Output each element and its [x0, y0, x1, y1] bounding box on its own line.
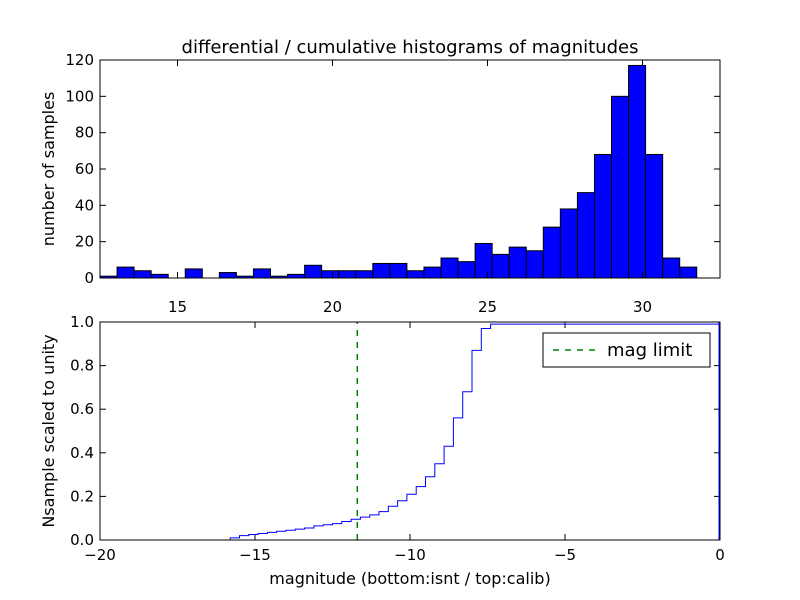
legend: mag limit	[542, 332, 711, 368]
cumulative-lines	[100, 322, 720, 541]
histogram-bar	[184, 268, 203, 279]
histogram-bar	[252, 268, 271, 279]
histogram-bar	[508, 246, 527, 279]
top-plot-frame	[99, 59, 721, 279]
histogram-bar	[406, 270, 425, 279]
histogram-bar	[559, 208, 578, 279]
histogram-bar	[150, 273, 169, 279]
y-tick-label: 1.0	[70, 313, 94, 331]
cumulative-panel: Nsample scaled to unity magnitude (botto…	[39, 313, 725, 588]
histogram-bar	[389, 262, 408, 279]
bottom-plot-frame	[99, 321, 721, 541]
histogram-bar	[491, 253, 510, 279]
y-tick-label: 0.0	[70, 531, 94, 549]
histogram-bar	[628, 64, 647, 279]
x-tick-label: 20	[323, 298, 342, 316]
histogram-bar	[679, 266, 698, 279]
y-tick-label: 0.4	[70, 444, 94, 462]
histogram-bar	[116, 266, 135, 279]
histogram-bar	[645, 153, 664, 279]
histogram-bar	[474, 242, 493, 279]
histogram-bar	[611, 95, 630, 279]
y-axis-label: number of samples	[39, 92, 58, 247]
histogram-panel: differential / cumulative histograms of …	[39, 37, 721, 316]
x-tick-label: 15	[168, 298, 187, 316]
histogram-bar	[440, 257, 459, 279]
x-tick-label: −10	[394, 546, 426, 564]
histogram-bar	[593, 153, 613, 279]
y-tick-label: 80	[75, 124, 94, 142]
x-tick-label: 30	[633, 298, 652, 316]
y-tick-label: 120	[65, 51, 94, 69]
chart-title: differential / cumulative histograms of …	[182, 37, 639, 58]
x-tick-label: 25	[478, 298, 497, 316]
histogram-bar	[423, 266, 442, 279]
y-tick-label: 100	[65, 87, 94, 105]
histogram-bar	[457, 261, 476, 279]
x-tick-label: −5	[554, 546, 576, 564]
y-tick-label: 40	[75, 196, 94, 214]
x-axis-label: magnitude (bottom:isnt / top:calib)	[269, 569, 550, 588]
histogram-bar	[662, 257, 681, 279]
y-tick-label: 0.8	[70, 357, 94, 375]
histogram-bar	[218, 272, 237, 279]
histogram-bar	[525, 250, 544, 279]
y-tick-label: 0	[84, 269, 94, 287]
histogram-bar	[133, 270, 152, 279]
histogram-bar	[287, 273, 306, 279]
histogram-bar	[355, 270, 374, 279]
y-tick-label: 0.2	[70, 487, 94, 505]
y-tick-label: 20	[75, 233, 94, 251]
histogram-bar	[338, 270, 357, 279]
x-tick-label: 0	[715, 546, 725, 564]
histogram-bar	[372, 262, 391, 279]
legend-label: mag limit	[607, 340, 692, 361]
y-axis-label-bottom: Nsample scaled to unity	[39, 334, 58, 527]
top-axis-ticks: 0 20 40 60 80 100 120 15 20 25 30	[65, 51, 720, 316]
x-tick-label: −15	[239, 546, 271, 564]
y-tick-label: 0.6	[70, 400, 94, 418]
cumulative-step-line	[100, 323, 720, 541]
histogram-bar	[321, 270, 340, 279]
histogram-bar	[542, 226, 561, 279]
histogram-bar	[576, 192, 595, 279]
histogram-bar	[304, 264, 323, 279]
x-tick-label: −20	[84, 546, 116, 564]
y-tick-label: 60	[75, 160, 94, 178]
